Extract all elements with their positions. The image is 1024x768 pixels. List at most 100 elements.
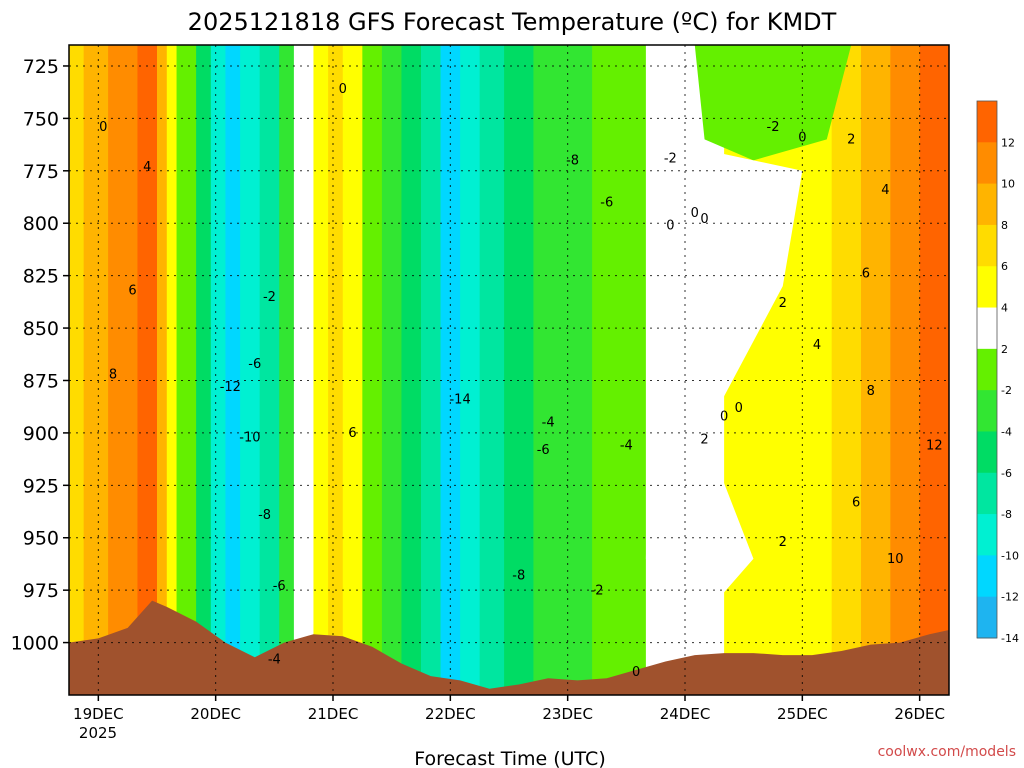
contour-label: 6 — [862, 267, 870, 282]
colorbar-swatch — [977, 514, 997, 556]
colorbar-swatch — [977, 266, 997, 309]
temperature-band — [342, 45, 363, 695]
contour-label: 10 — [887, 552, 904, 567]
y-tick-label: 950 — [23, 528, 59, 550]
contour-label: 0 — [720, 409, 728, 424]
temperature-band — [69, 45, 85, 695]
contour-label: 2 — [779, 535, 787, 550]
temperature-band — [401, 45, 422, 695]
colorbar-label: 2 — [1001, 343, 1008, 356]
colorbar-swatch — [977, 307, 997, 350]
y-tick-label: 975 — [23, 580, 59, 602]
contour-label: -2 — [664, 151, 677, 166]
contour-label: 0 — [691, 206, 699, 221]
terrain-ground — [69, 600, 949, 695]
temperature-band — [831, 45, 862, 695]
colorbar-label: 10 — [1001, 178, 1015, 191]
x-tick-label: 22DEC — [425, 705, 476, 723]
x-tick-label: 19DEC — [73, 705, 124, 723]
contour-labels: 0 4 6 8 0 -2 -6 -12 -10 -8 -6 -4 6 -14 -8 -6 -4 -6 -4 -8 -2 0… — [99, 82, 943, 680]
colorbar-label: -6 — [1001, 467, 1012, 480]
contour-label: 0 — [798, 130, 806, 145]
contour-label: -14 — [449, 393, 470, 408]
x-axis: 19DEC 20DEC 21DEC 22DEC 23DEC 24DEC 25DEC 26DEC — [73, 695, 945, 723]
temperature-band — [562, 45, 593, 695]
contour-label: -2 — [591, 583, 604, 598]
contour-label: 2 — [700, 432, 708, 447]
y-tick-label: 800 — [23, 213, 59, 235]
temperature-band — [157, 45, 168, 695]
temperature-band — [626, 45, 647, 695]
colorbar-swatch — [977, 596, 997, 639]
near-freezing-patch — [645, 139, 803, 643]
colorbar-swatch — [977, 101, 997, 143]
temperature-band — [362, 45, 383, 695]
colorbar-label: 4 — [1001, 302, 1008, 315]
cold-aloft-patch — [694, 45, 852, 161]
contour-label: 4 — [813, 338, 821, 353]
contour-label: -8 — [258, 508, 271, 523]
contour-label: 6 — [852, 495, 860, 510]
contour-label: 0 — [700, 212, 708, 227]
x-tick-label: 23DEC — [542, 705, 593, 723]
contour-label: 0 — [339, 82, 347, 97]
colorbar-frame — [976, 100, 998, 639]
y-tick-label: 825 — [23, 266, 59, 288]
y-tick-label: 775 — [23, 161, 59, 183]
contour-label: 2 — [847, 133, 855, 148]
x-tick-label: 24DEC — [660, 705, 711, 723]
contour-label: 0 — [99, 120, 107, 135]
colorbar-swatch — [977, 142, 997, 185]
colorbar-label: 8 — [1001, 219, 1008, 232]
x-tick-label: 21DEC — [308, 705, 359, 723]
contour-label: 12 — [926, 439, 943, 454]
temperature-field — [69, 45, 949, 695]
colorbar-label: -4 — [1001, 425, 1012, 438]
temperature-band — [313, 45, 329, 695]
y-tick-label: 875 — [23, 370, 59, 392]
x-tick-label: 26DEC — [894, 705, 945, 723]
colorbar-swatch — [977, 431, 997, 474]
colorbar-label: -14 — [1001, 632, 1019, 645]
temperature-band — [240, 45, 261, 695]
contour-label: -4 — [542, 416, 555, 431]
temperature-band — [83, 45, 109, 695]
temperature-band — [293, 45, 314, 695]
y-tick-label: 725 — [23, 56, 59, 78]
temperature-band — [504, 45, 534, 695]
colorbar-swatch — [977, 472, 997, 515]
colorbar-label: 6 — [1001, 260, 1008, 273]
contour-label: 0 — [666, 219, 674, 234]
contour-label: -4 — [620, 439, 633, 454]
temperature-band — [176, 45, 197, 695]
contour-label: 0 — [632, 665, 640, 680]
temperature-band — [328, 45, 344, 695]
contour-label: -8 — [512, 569, 525, 584]
temperature-band — [225, 45, 241, 695]
contour-label: 4 — [881, 183, 889, 198]
x-tick-label: 20DEC — [190, 705, 241, 723]
contour-label: -2 — [767, 120, 780, 135]
contour-label: -8 — [566, 154, 579, 169]
contour-label: 6 — [128, 284, 136, 299]
plot-frame — [68, 44, 950, 696]
temperature-band — [210, 45, 226, 695]
temperature-band — [792, 45, 833, 695]
temperature-band — [108, 45, 138, 695]
contour-label: -6 — [273, 579, 286, 594]
contour-label: 4 — [143, 160, 151, 175]
x-axis-label: Forecast Time (UTC) — [414, 748, 605, 768]
temperature-band — [592, 45, 627, 695]
contour-label: -4 — [268, 653, 281, 668]
terrain-mask — [69, 600, 949, 695]
contour-label: 2 — [779, 296, 787, 311]
y-tick-label: 750 — [23, 108, 59, 130]
temperature-band — [166, 45, 178, 695]
temperature-band — [861, 45, 891, 695]
temperature-band — [196, 45, 212, 695]
contour-label: 8 — [109, 367, 117, 382]
colorbar-label: -10 — [1001, 549, 1019, 562]
y-tick-label: 850 — [23, 318, 59, 340]
contour-label: 0 — [735, 401, 743, 416]
